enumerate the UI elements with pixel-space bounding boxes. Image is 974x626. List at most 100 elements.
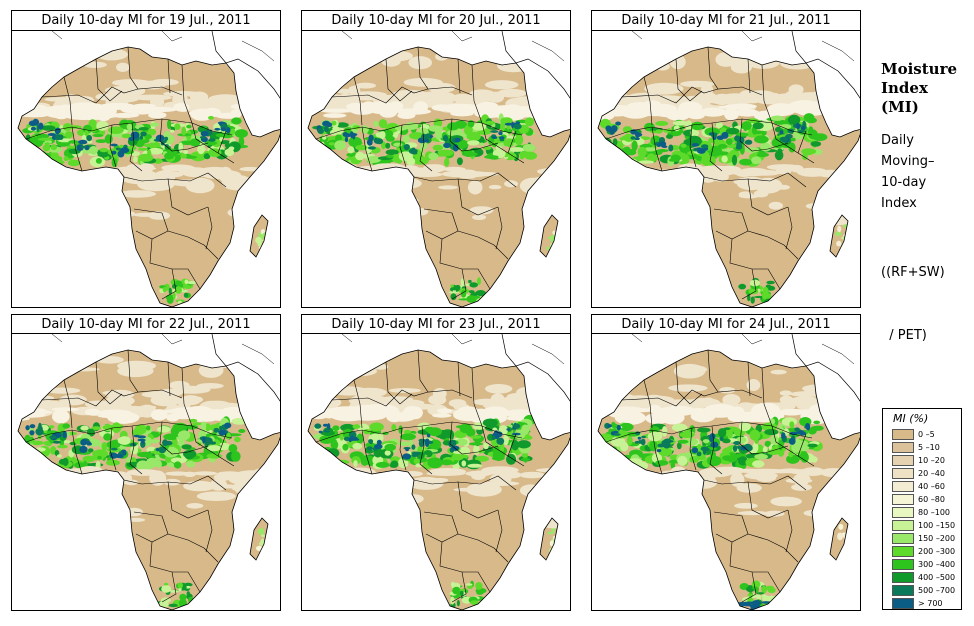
country-border (161, 268, 177, 300)
africa-map (597, 31, 860, 307)
country-border (419, 122, 433, 172)
legend-swatch (892, 507, 914, 518)
country-border (123, 172, 227, 188)
legend-item: > 700 (892, 598, 960, 611)
country-border (747, 481, 789, 519)
index-formula: ((RF+SW) / PET) (881, 220, 945, 367)
madagascar-coastline (249, 517, 269, 561)
country-border (741, 571, 757, 603)
panel-title: Daily 10-day MI for 22 Jul., 2011 (11, 314, 281, 335)
country-border (643, 379, 653, 429)
africa-map (597, 334, 860, 610)
country-border (675, 361, 703, 405)
country-border (707, 349, 763, 399)
coastline-fragment (631, 31, 855, 62)
country-border (741, 268, 757, 300)
coastline-fragment (341, 334, 565, 365)
panel-title: Daily 10-day MI for 19 Jul., 2011 (11, 10, 281, 31)
africa-map (307, 334, 570, 610)
country-border (191, 425, 235, 467)
country-border (703, 172, 807, 188)
country-border (771, 425, 815, 467)
country-border (451, 268, 467, 300)
country-border (605, 118, 813, 140)
country-border (507, 130, 517, 154)
africa-map (17, 334, 280, 610)
madagascar-coastline (539, 517, 559, 561)
legend-label: 100 –150 (918, 521, 956, 530)
country-border (703, 475, 807, 491)
moisture-index-map (591, 333, 861, 611)
moisture-fill (18, 47, 280, 307)
arabia-outline (501, 31, 570, 99)
country-border (739, 421, 789, 455)
legend-swatch (892, 455, 914, 466)
country-border (457, 230, 509, 260)
description-line: Index (881, 196, 917, 211)
legend-swatch (892, 546, 914, 557)
country-border (707, 46, 763, 96)
madagascar-coastline (539, 214, 559, 258)
country-border (181, 367, 193, 427)
country-border (25, 118, 233, 140)
country-border (709, 122, 723, 172)
moisture-index-map (591, 30, 861, 308)
country-border (689, 124, 697, 168)
legend-label: 80 –100 (918, 508, 950, 517)
country-border (25, 421, 233, 443)
legend-swatch (892, 533, 914, 544)
moisture-fill (308, 350, 570, 610)
country-border (95, 58, 123, 102)
country-border (161, 571, 177, 603)
legend-item: 10 –20 (892, 455, 960, 468)
country-border (457, 533, 509, 563)
country-border (129, 122, 143, 172)
moisture-fill (308, 47, 570, 307)
moisture-fill (598, 350, 860, 610)
moisture-index-map (11, 30, 281, 308)
country-border (413, 475, 517, 491)
country-border (747, 361, 751, 397)
country-border (449, 118, 499, 152)
legend-item: 400 –500 (892, 572, 960, 585)
country-border (399, 124, 407, 168)
country-border (167, 58, 171, 94)
legend-item: 150 –200 (892, 533, 960, 546)
country-border (785, 206, 793, 250)
madagascar-coastline (829, 517, 849, 561)
moisture-index-map (11, 333, 281, 611)
africa-coastline (307, 349, 570, 610)
coastline-fragment (51, 31, 275, 62)
country-border (123, 475, 227, 491)
country-border (129, 425, 143, 475)
legend-swatch (892, 598, 914, 609)
africa-coastline (17, 46, 280, 307)
arabia-outline (501, 334, 570, 402)
legend-heading: Moisture Index (MI) (881, 60, 971, 117)
country-border (315, 421, 523, 443)
coastline-fragment (51, 334, 275, 365)
country-border (167, 230, 219, 260)
country-border (451, 571, 467, 603)
legend-item: 60 –80 (892, 494, 960, 507)
country-border (167, 361, 171, 397)
arabia-outline (791, 31, 860, 99)
country-border (651, 126, 663, 172)
country-border (109, 427, 117, 471)
country-border (181, 64, 193, 124)
country-border (785, 509, 793, 553)
africa-coastline (597, 46, 860, 307)
country-border (385, 58, 413, 102)
legend-item: 200 –300 (892, 546, 960, 559)
legend-label: 150 –200 (918, 534, 956, 543)
country-border (63, 76, 73, 126)
panel-title: Daily 10-day MI for 24 Jul., 2011 (591, 314, 861, 335)
country-border (605, 421, 813, 443)
country-border (159, 118, 209, 152)
description-line: 10-day (881, 175, 927, 190)
legend-swatch (892, 572, 914, 583)
country-border (797, 130, 807, 154)
country-border (127, 349, 183, 399)
heading-line: Index (881, 79, 928, 97)
legend-label: 60 –80 (918, 495, 945, 504)
